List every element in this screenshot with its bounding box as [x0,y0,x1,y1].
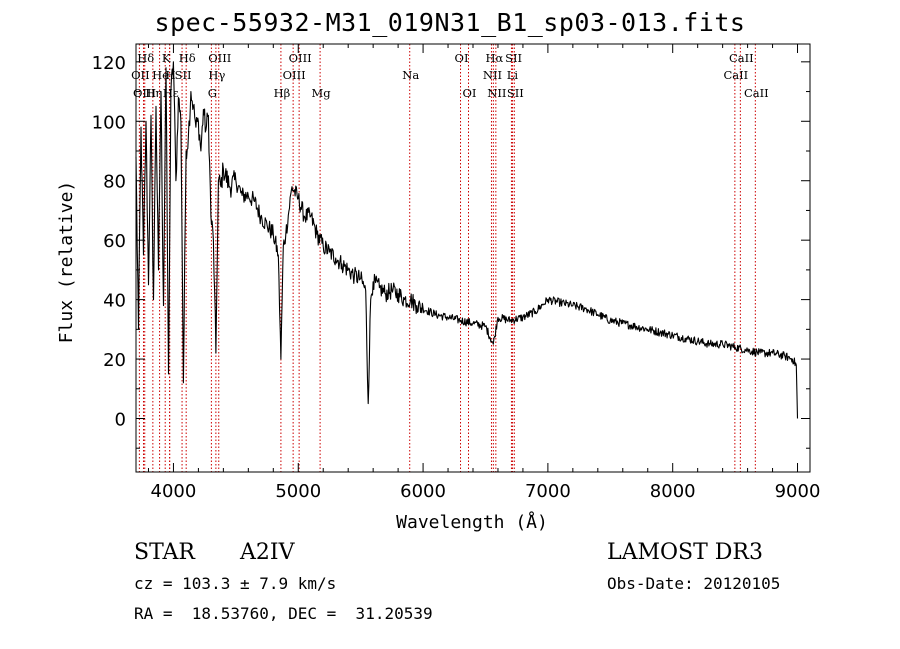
axis-ticks [136,44,810,472]
x-tick-label: 6000 [400,481,446,502]
line-label: SII [505,51,522,65]
line-label: Hη [145,86,162,100]
y-tick-label: 120 [92,53,126,74]
line-label: K [162,51,171,65]
line-label: H [166,68,176,82]
tick-labels: 4000 5000 6000 7000 8000 9000 0 20 40 60 80 100 120 [92,53,821,502]
y-axis-label: Flux (relative) [56,181,77,344]
star-class: STAR [134,540,195,565]
line-label: Hγ [208,68,225,82]
line-label: NII [483,68,502,82]
chart-title: spec-55932-M31_019N31_B1_sp03-013.fits [154,8,746,37]
line-label: Na [402,68,419,82]
line-label: OIII [133,86,156,100]
x-axis-label: Wavelength (Å) [396,511,548,533]
line-label: He [152,68,169,82]
x-tick-label: 7000 [525,481,571,502]
y-tick-label: 20 [103,350,126,371]
line-label: CaII [744,86,769,100]
coordinates: RA = 18.53760, DEC = 31.20539 [134,604,433,623]
line-markers [138,44,756,472]
x-tick-label: 5000 [275,481,321,502]
line-label: G [208,86,217,100]
y-tick-label: 60 [103,231,126,252]
y-tick-label: 0 [115,410,126,431]
obs-date: Obs-Date: 20120105 [607,574,781,593]
y-tick-label: 100 [92,112,126,133]
line-label: Hε [163,86,179,100]
x-tick-label: 4000 [151,481,197,502]
y-tick-label: 40 [103,291,126,312]
line-label: OIII [289,51,312,65]
survey-name: LAMOST DR3 [607,540,763,565]
line-label: Hβ [274,86,291,100]
line-label: Hα [485,51,503,65]
line-label: OIII [208,51,231,65]
line-label: Mg [312,86,332,100]
x-tick-label: 9000 [775,481,821,502]
line-label: OI [463,86,477,100]
star-subclass: A2IV [240,540,295,565]
line-label: SII [507,86,524,100]
line-label: OI [455,51,469,65]
plot-frame [135,43,811,473]
series-line-flux [135,61,799,419]
line-label: Hδ [179,51,196,65]
redshift-cz: cz = 103.3 ± 7.9 km/s [134,574,337,593]
line-label: CaII [723,68,748,82]
x-tick-label: 8000 [650,481,696,502]
line-label: OIII [283,68,306,82]
y-tick-label: 80 [103,172,126,193]
plot-border [135,43,811,473]
line-label: SII [175,68,192,82]
line-label: Hδ [137,51,154,65]
line-label: OII [131,68,150,82]
line-label: CaII [729,51,754,65]
line-label: NII [487,86,506,100]
line-label: Li [507,68,519,82]
